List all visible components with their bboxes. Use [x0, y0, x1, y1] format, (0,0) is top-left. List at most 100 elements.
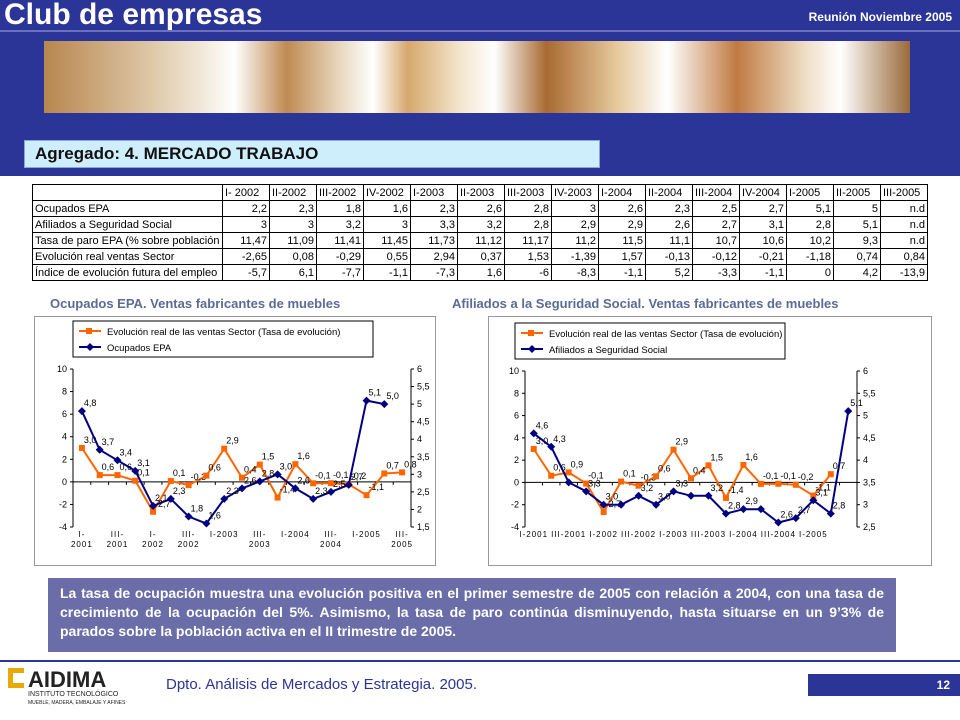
y-tick-label-left: 4: [62, 432, 67, 442]
table-cell: 10,2: [786, 232, 834, 249]
data-point: [150, 508, 157, 515]
data-label: 0,4: [693, 465, 706, 475]
data-point: [203, 472, 210, 479]
table-cell: 2,6: [598, 200, 646, 217]
logo-subtitle-2: MUEBLE, MADERA, EMBALAJE Y AFINES: [28, 700, 126, 706]
y-tick-label-right: 2: [417, 504, 422, 514]
y-tick-label-left: 8: [62, 387, 67, 397]
y-tick-label-left: 2: [62, 454, 67, 464]
data-point: [149, 501, 158, 510]
y-tick-label-right: 5,5: [417, 382, 430, 392]
data-label: -0,1: [588, 471, 604, 481]
legend-marker: [86, 328, 92, 334]
table-cell: 0,74: [833, 248, 881, 265]
data-point: [634, 491, 643, 500]
table-cell: -0,21: [739, 248, 787, 265]
data-label: -2,7: [155, 499, 171, 509]
table-cell: -1,1: [739, 264, 787, 281]
table-cell: 9,3: [833, 232, 881, 249]
table-cell: 2,94: [410, 248, 458, 265]
table-cell: -0,13: [645, 248, 693, 265]
table-row: Ocupados EPA 2,2 2,3 1,8 1,6 2,3 2,6 2,8 3 2,6 2,3…: [32, 200, 928, 217]
data-label: -1,1: [815, 483, 831, 493]
y-tick-label-left: 10: [57, 364, 67, 374]
table-cell: 2,6: [457, 200, 505, 217]
column-header: II-2005: [833, 184, 881, 201]
y-tick-label-left: 8: [514, 388, 519, 398]
data-point: [327, 480, 334, 487]
column-header: III-2002: [316, 184, 364, 201]
data-point: [113, 456, 122, 465]
data-label: -0,1: [333, 470, 349, 480]
data-point: [844, 407, 853, 416]
data-point: [220, 494, 229, 503]
table-cell: 1,8: [316, 200, 364, 217]
data-label: 0,7: [386, 461, 399, 471]
legend-label: Ocupados EPA: [107, 343, 172, 354]
data-point: [635, 482, 642, 489]
table-cell: 11,1: [645, 232, 693, 249]
table-cell: -1,1: [598, 264, 646, 281]
data-point: [96, 472, 103, 479]
data-point: [255, 477, 264, 486]
data-point: [310, 480, 317, 487]
x-tick-label: III-2001: [107, 530, 129, 549]
table-row: Índice de evolución futura del empleo -5,…: [32, 264, 928, 281]
x-tick-label: I-2003: [659, 530, 688, 539]
column-header: I- 2002: [222, 184, 270, 201]
data-point: [256, 461, 263, 468]
table-cell: 5,2: [645, 264, 693, 281]
table-cell: 2,5: [692, 200, 740, 217]
table-cell: -1,1: [363, 264, 411, 281]
table-cell: 5,1: [833, 216, 881, 233]
column-header: II-2002: [269, 184, 317, 201]
data-point: [167, 477, 174, 484]
legend-box: [514, 322, 786, 360]
data-label: 3,0: [280, 461, 293, 471]
data-label: 3,2: [641, 483, 654, 493]
table-cell: -7,7: [316, 264, 364, 281]
data-label: 2,3: [173, 486, 186, 496]
data-label: 3,0: [84, 435, 97, 445]
data-point: [721, 509, 730, 518]
data-label: 3,3: [676, 478, 689, 488]
table-cell: 11,17: [504, 232, 552, 249]
data-point: [381, 470, 388, 477]
x-tick-label: III-2005: [391, 530, 413, 549]
logo-text: AIDIMA: [28, 667, 106, 692]
chart-afiliados: Evolución real de las ventas Sector (Tas…: [488, 316, 932, 566]
data-label: 3,2: [710, 483, 723, 493]
data-label: 3,1: [815, 487, 828, 497]
data-point: [95, 445, 104, 454]
x-tick-label: III-2004: [320, 530, 342, 549]
data-point: [184, 512, 193, 521]
table-cell: 6,1: [269, 264, 317, 281]
data-point: [670, 446, 677, 453]
data-label: 2,3: [226, 486, 239, 496]
y-tick-label-left: -2: [59, 499, 67, 509]
table-cell: -1,18: [786, 248, 834, 265]
table-cell: 11,09: [269, 232, 317, 249]
data-label: -0,3: [191, 472, 207, 482]
table-cell: 2,8: [504, 216, 552, 233]
data-label: 1,8: [191, 503, 204, 513]
data-point: [344, 480, 353, 489]
x-tick-label: I-2001: [71, 530, 93, 549]
data-label: 0,6: [553, 463, 566, 473]
data-point: [326, 487, 335, 496]
data-point: [78, 445, 85, 451]
data-label: 2,9: [226, 436, 239, 446]
column-header: III-2003: [504, 184, 552, 201]
table-cell: 3,2: [457, 216, 505, 233]
table-cell: 0: [786, 264, 834, 281]
data-label: 0,4: [244, 465, 257, 475]
chart-ocupados-svg: Evolución real de las ventas Sector (Tas…: [57, 320, 430, 549]
data-label: 2,1: [155, 493, 168, 503]
data-point: [274, 494, 281, 501]
legend-box: [72, 320, 374, 358]
data-label: 5,1: [850, 398, 863, 408]
y-tick-label-left: 6: [62, 409, 67, 419]
table-row: Evolución real ventas Sector -2,65 0,08 -0,…: [32, 248, 928, 265]
data-point: [309, 494, 318, 503]
data-point: [363, 492, 370, 499]
